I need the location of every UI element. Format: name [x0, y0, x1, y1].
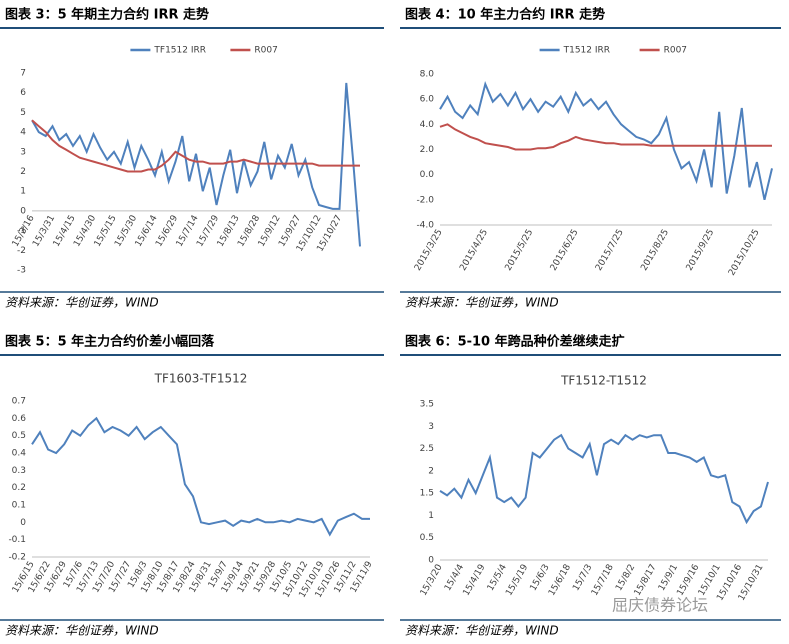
- y-tick-label: -1: [17, 226, 26, 236]
- x-tick-label: 2015/5/25: [504, 228, 536, 273]
- source-note: 资料来源：华创证券，WIND: [5, 296, 159, 310]
- source-note: 资料来源：华创证券，WIND: [405, 624, 559, 638]
- y-tick-label: 2.0: [420, 145, 435, 155]
- y-tick-label: -2: [17, 246, 26, 256]
- y-tick-label: 0.4: [12, 449, 27, 459]
- y-tick-label: 3: [20, 147, 26, 157]
- x-tick-label: 15/7/3: [571, 563, 594, 593]
- x-tick-label: 15/5/4: [486, 563, 509, 593]
- y-tick-label: 0.7: [12, 397, 26, 407]
- x-tick-label: 2015/8/25: [639, 228, 671, 273]
- data-line: [439, 80, 773, 201]
- y-tick-label: 3: [428, 422, 434, 432]
- legend-label: R007: [254, 46, 277, 56]
- y-tick-label: 1.5: [420, 489, 434, 499]
- x-tick-label: 15/8/2: [614, 563, 637, 593]
- y-tick-label: 0.5: [420, 533, 434, 543]
- y-tick-label: 0: [428, 556, 434, 566]
- y-tick-label: 4: [20, 128, 26, 138]
- data-line: [31, 416, 370, 537]
- data-line: [31, 82, 361, 247]
- panel-heading: 图表 6：5-10 年跨品种价差继续走扩: [405, 334, 625, 350]
- y-tick-label: 0.0: [420, 170, 435, 180]
- y-tick-label: 5: [20, 108, 26, 118]
- legend-label: TF1512 IRR: [153, 46, 206, 56]
- source-note: 资料来源：华创证券，WIND: [405, 296, 559, 310]
- y-tick-label: 2: [20, 167, 26, 177]
- data-line: [31, 119, 360, 173]
- x-tick-label: 2015/6/25: [549, 228, 581, 273]
- data-line: [439, 433, 769, 525]
- y-tick-label: 6.0: [420, 95, 435, 105]
- y-tick-label: -4.0: [416, 221, 434, 231]
- panel-heading: 图表 3：5 年期主力合约 IRR 走势: [5, 7, 209, 23]
- x-tick-label: 2015/10/25: [727, 228, 762, 278]
- x-tick-label: 2015/9/25: [685, 228, 717, 273]
- y-tick-label: 0.5: [12, 431, 26, 441]
- data-line: [439, 123, 772, 151]
- y-tick-label: 7: [20, 69, 26, 79]
- source-note: 资料来源：华创证券，WIND: [5, 624, 159, 638]
- y-tick-label: 2: [428, 466, 434, 476]
- y-tick-label: -0.2: [8, 553, 26, 563]
- y-tick-label: 0.1: [12, 501, 26, 511]
- y-tick-label: 0.2: [12, 483, 26, 493]
- chart-title: TF1512-T1512: [560, 374, 647, 388]
- x-tick-label: 15/6/3: [529, 563, 552, 593]
- watermark: 屈庆债券论坛: [612, 596, 708, 615]
- y-tick-label: 4.0: [420, 120, 435, 130]
- y-tick-label: 2.5: [420, 444, 434, 454]
- y-tick-label: 6: [20, 88, 26, 98]
- x-tick-label: 15/3/20: [419, 563, 445, 598]
- chart-title: TF1603-TF1512: [154, 372, 248, 386]
- x-tick-label: 15/4/4: [443, 563, 466, 593]
- panel-heading: 图表 4：10 年主力合约 IRR 走势: [405, 7, 605, 23]
- y-tick-label: 0: [20, 518, 26, 528]
- y-tick-label: 3.5: [420, 400, 434, 410]
- y-tick-label: 0.3: [12, 466, 26, 476]
- y-tick-label: 0: [20, 206, 26, 216]
- y-tick-label: -0.1: [8, 535, 26, 545]
- legend-label: R007: [664, 46, 687, 56]
- y-tick-label: -3: [17, 266, 26, 276]
- y-tick-label: 0.6: [12, 414, 27, 424]
- y-tick-label: 1: [428, 511, 434, 521]
- y-tick-label: 8.0: [420, 70, 435, 80]
- legend-label: T1512 IRR: [563, 46, 610, 56]
- x-tick-label: 2015/4/25: [458, 228, 490, 273]
- x-tick-label: 2015/3/25: [413, 228, 445, 273]
- y-tick-label: 1: [20, 187, 26, 197]
- x-tick-label: 15/9/1: [657, 563, 680, 593]
- y-tick-label: -2.0: [416, 195, 434, 205]
- x-tick-label: 2015/7/25: [594, 228, 626, 273]
- panel-heading: 图表 5：5 年主力合约价差小幅回落: [5, 334, 215, 350]
